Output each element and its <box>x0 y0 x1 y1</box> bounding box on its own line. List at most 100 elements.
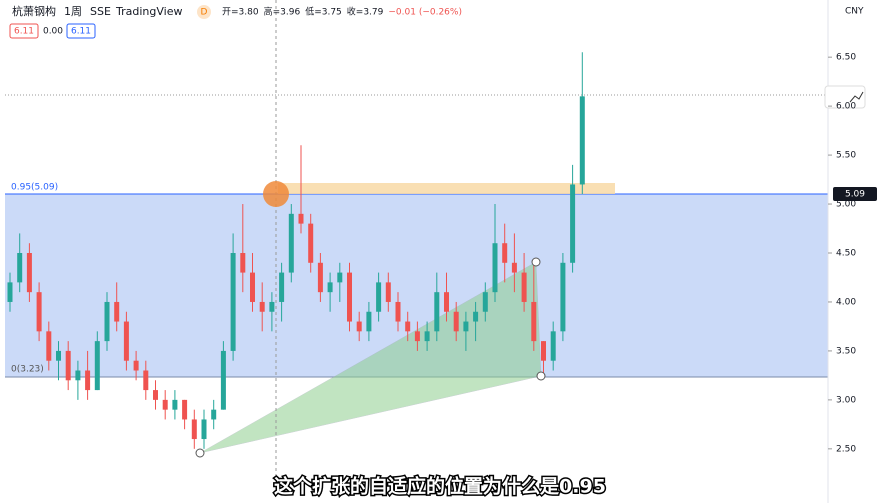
value-box-text: 0.00 <box>43 27 63 37</box>
y-tick-label: 4.50 <box>836 249 856 259</box>
candle-body <box>511 262 517 273</box>
candle-body <box>220 350 226 410</box>
candle-body <box>541 341 546 361</box>
candle-body <box>347 272 352 322</box>
candle-body <box>298 213 304 224</box>
candles <box>7 52 585 449</box>
y-tick-label: 3.00 <box>836 395 856 405</box>
candle-body <box>191 419 197 440</box>
candle-body <box>162 399 168 410</box>
y-tick-label: 5.00 <box>836 200 856 210</box>
price-label-bg <box>833 187 877 201</box>
candle-body <box>453 311 459 332</box>
candle-body <box>211 409 217 420</box>
candle-body <box>269 301 275 312</box>
price-label: 5.09 <box>845 190 865 200</box>
tool-icon <box>849 91 864 103</box>
candle-body <box>153 390 158 400</box>
source: TradingView <box>115 5 182 18</box>
badge: D <box>201 8 208 18</box>
candle-body <box>26 253 32 293</box>
candle-body <box>75 370 81 381</box>
candle-body <box>240 253 246 273</box>
ohlc-readout: −0.01 (−0.26%) <box>388 8 462 18</box>
candle-body <box>288 213 294 273</box>
candle-body <box>366 311 372 332</box>
candle-body <box>230 253 236 351</box>
y-tick-label: 6.00 <box>836 102 856 112</box>
value-box <box>9 23 39 39</box>
candle-body <box>385 282 391 302</box>
candle-body <box>502 243 508 263</box>
candle-body <box>123 321 129 361</box>
value-box <box>66 23 96 39</box>
candle-body <box>172 399 178 410</box>
anchor-point[interactable] <box>536 371 546 381</box>
candle-body <box>114 301 120 322</box>
fib-label: 0.95(5.09) <box>11 183 58 193</box>
candle-body <box>463 321 469 332</box>
candle-body <box>414 331 420 342</box>
highlight-box <box>278 183 615 194</box>
candle-body <box>473 311 479 322</box>
ohlc-readout: 低=3.75 <box>305 6 342 18</box>
price-axis <box>828 0 878 503</box>
candle-body <box>104 301 110 342</box>
candle-body <box>36 292 42 332</box>
candle-body <box>85 370 91 391</box>
ohlc-readout: 高=3.96 <box>264 6 301 18</box>
candle-body <box>424 331 430 342</box>
candle-body <box>17 253 23 283</box>
badge-bg <box>197 5 211 19</box>
symbol[interactable]: 杭萧钢构 <box>12 4 56 18</box>
y-tick-label: 6.50 <box>836 53 856 63</box>
interval[interactable]: 1周 <box>64 5 82 18</box>
candle-body <box>560 262 566 332</box>
exchange: SSE <box>90 5 111 18</box>
cursor-highlight <box>263 181 289 207</box>
candle-body <box>65 350 71 381</box>
candle-body <box>143 370 149 391</box>
candle-body <box>259 301 265 312</box>
y-tick-label: 3.50 <box>836 346 856 356</box>
subtitle: 这个扩张的自适应的位置为什么是0.95 <box>274 475 606 498</box>
candle-body <box>376 282 382 312</box>
candle-body <box>7 282 13 302</box>
value-box-text: 6.11 <box>14 27 34 37</box>
ohlc-readout: 开=3.80 <box>222 7 259 18</box>
candle-body <box>482 292 488 312</box>
candle-body <box>337 272 343 283</box>
anchor-point[interactable] <box>531 257 541 267</box>
y-tick-label: 4.00 <box>836 297 856 307</box>
candle-body <box>356 321 362 332</box>
candle-body <box>550 331 556 361</box>
ohlc-readout: 收=3.79 <box>347 6 384 18</box>
candle-body <box>201 419 207 440</box>
candle-body <box>531 301 537 342</box>
candle-body <box>579 96 585 185</box>
candle-body <box>56 350 61 361</box>
candle-body <box>279 272 285 302</box>
candle-body <box>250 272 255 302</box>
y-tick-label: 2.50 <box>836 444 856 454</box>
anchor-point[interactable] <box>195 448 205 458</box>
fib-label: 0(3.23) <box>11 365 44 375</box>
candle-body <box>327 282 333 293</box>
candle-body <box>434 292 440 332</box>
candle-body <box>395 301 401 322</box>
candle-body <box>46 331 52 361</box>
candle-body <box>492 243 498 293</box>
candle-body <box>182 399 188 420</box>
candle-body <box>308 223 314 263</box>
candle-body <box>570 184 576 263</box>
y-tick-label: 5.50 <box>836 151 856 161</box>
value-box-text: 6.11 <box>71 27 91 37</box>
tool-button[interactable] <box>824 85 866 109</box>
candle-body <box>444 292 449 312</box>
currency[interactable]: CNY <box>845 7 864 17</box>
candle-body <box>94 341 100 391</box>
candle-body <box>133 360 139 371</box>
candle-body <box>317 262 323 293</box>
candle-body <box>405 321 411 332</box>
